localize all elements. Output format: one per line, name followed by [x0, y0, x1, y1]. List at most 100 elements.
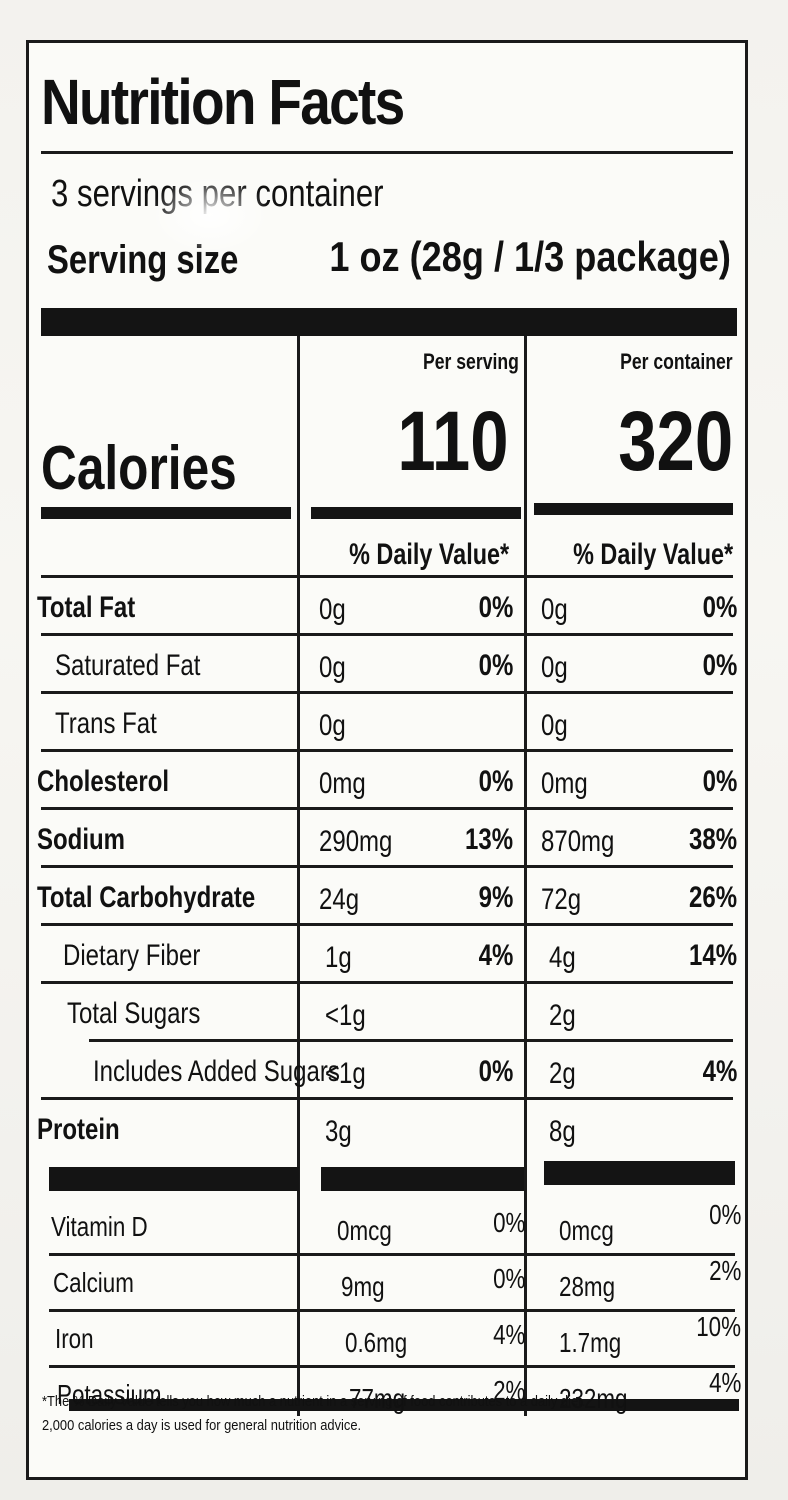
nutrient-label: Cholesterol [37, 765, 170, 798]
per-container-heading: Per container [620, 349, 733, 374]
container-amount: 8g [549, 1115, 576, 1148]
row-separator [41, 691, 733, 694]
vitamin-bar-1 [49, 1167, 299, 1191]
column-divider-1 [297, 336, 300, 1416]
row-separator [41, 923, 733, 926]
vitamin-container-amount: 1.7mg [559, 1327, 622, 1358]
nutrient-label: Total Fat [37, 591, 136, 624]
serving-size-value: 1 oz (28g / 1/3 package) [329, 233, 731, 280]
nutrient-label: Total Sugars [67, 997, 201, 1030]
vitamin-container-daily-value: 4% [708, 1367, 741, 1398]
row-separator [41, 807, 733, 810]
calories-bar-1 [41, 507, 291, 519]
container-amount: 2g [549, 999, 576, 1032]
container-daily-value: 0% [702, 765, 737, 798]
serving-daily-value: 0% [478, 591, 513, 624]
vitamin-serving-daily-value: 0% [492, 1207, 525, 1238]
container-amount: 0g [541, 651, 568, 684]
footnote-bar [69, 1399, 739, 1411]
calories-bar-2 [311, 507, 521, 519]
container-amount: 2g [549, 1057, 576, 1090]
footnote-line-2: 2,000 calories a day is used for general… [42, 1417, 362, 1434]
vitamin-container-daily-value: 0% [708, 1199, 741, 1230]
vitamin-label: Vitamin D [51, 1211, 148, 1242]
serving-daily-value: 0% [478, 1055, 513, 1088]
vitamin-serving-amount: 0mcg [337, 1215, 392, 1246]
vitamin-bar-3 [544, 1161, 735, 1185]
container-daily-value: 4% [702, 1055, 737, 1088]
vitamin-row-separator [49, 1309, 735, 1312]
vitamin-label: Potassium [57, 1379, 162, 1410]
nutrient-label: Includes Added Sugars [93, 1055, 340, 1088]
nutrition-facts-panel: Nutrition Facts 3 servings per container… [26, 40, 748, 1480]
title-rule [41, 151, 733, 154]
serving-daily-value: 4% [478, 939, 513, 972]
container-daily-value: 14% [688, 939, 737, 972]
serving-thick-bar [41, 308, 737, 336]
vitamin-row-separator [49, 1253, 735, 1256]
row-separator [41, 749, 733, 752]
serving-amount: 0mg [319, 767, 366, 800]
serving-amount: 290mg [319, 825, 393, 858]
serving-amount: <1g [325, 999, 366, 1032]
serving-amount: 1g [325, 941, 352, 974]
per-serving-heading: Per serving [423, 349, 519, 374]
column-divider-2 [524, 336, 527, 1416]
calories-per-container: 320 [618, 394, 733, 488]
container-amount: 72g [541, 883, 582, 916]
serving-amount: 0g [319, 593, 346, 626]
vitamin-serving-daily-value: 4% [492, 1319, 525, 1350]
vitamin-label: Iron [55, 1323, 94, 1354]
row-separator [41, 981, 733, 984]
nutrient-label: Total Carbohydrate [37, 881, 256, 914]
nutrient-label: Saturated Fat [55, 649, 201, 682]
vitamin-serving-amount: 77mg [349, 1383, 406, 1414]
container-daily-value: 0% [702, 649, 737, 682]
light-glare [150, 175, 270, 255]
serving-amount: 24g [319, 883, 360, 916]
row-separator [41, 1097, 733, 1100]
serving-amount: 0g [319, 651, 346, 684]
serving-amount: 0g [319, 709, 346, 742]
container-amount: 0mg [541, 767, 588, 800]
row-separator [41, 575, 733, 578]
container-daily-value: 0% [702, 591, 737, 624]
row-separator [89, 1039, 733, 1042]
vitamin-container-amount: 0mcg [559, 1215, 614, 1246]
serving-daily-value: 0% [478, 649, 513, 682]
vitamin-container-daily-value: 2% [708, 1255, 741, 1286]
calories-per-serving: 110 [397, 394, 509, 488]
nutrient-label: Sodium [37, 823, 125, 856]
serving-daily-value: 9% [478, 881, 513, 914]
container-daily-value: 26% [688, 881, 737, 914]
vitamin-container-amount: 232mg [559, 1383, 628, 1414]
calories-bar-3 [534, 503, 733, 515]
footnote-line-1: *The % Daily Value tells you how much a … [42, 1393, 586, 1410]
row-separator [41, 865, 733, 868]
vitamin-label: Calcium [53, 1267, 134, 1298]
nutrient-label: Trans Fat [55, 707, 157, 740]
vitamin-row-separator [49, 1365, 735, 1368]
vitamin-container-daily-value: 10% [696, 1311, 741, 1342]
container-amount: 870mg [541, 825, 615, 858]
vitamin-serving-daily-value: 0% [492, 1263, 525, 1294]
nutrient-label: Protein [37, 1113, 120, 1146]
serving-amount: 3g [325, 1115, 352, 1148]
dv-heading-serving: % Daily Value* [349, 538, 509, 571]
serving-daily-value: 13% [464, 823, 513, 856]
vitamin-bar-2 [321, 1167, 524, 1191]
vitamin-serving-daily-value: 2% [492, 1375, 525, 1406]
vitamin-serving-amount: 9mg [341, 1271, 385, 1302]
container-amount: 4g [549, 941, 576, 974]
serving-daily-value: 0% [478, 765, 513, 798]
container-daily-value: 38% [688, 823, 737, 856]
calories-label: Calories [41, 434, 237, 503]
footnote: *The % Daily Value tells you how much a … [42, 1390, 585, 1438]
vitamin-container-amount: 28mg [559, 1271, 616, 1302]
vitamin-serving-amount: 0.6mg [345, 1327, 408, 1358]
serving-amount: <1g [325, 1057, 366, 1090]
row-separator [41, 633, 733, 636]
nutrient-label: Dietary Fiber [63, 939, 201, 972]
panel-title: Nutrition Facts [41, 66, 405, 138]
dv-heading-container: % Daily Value* [573, 538, 733, 571]
